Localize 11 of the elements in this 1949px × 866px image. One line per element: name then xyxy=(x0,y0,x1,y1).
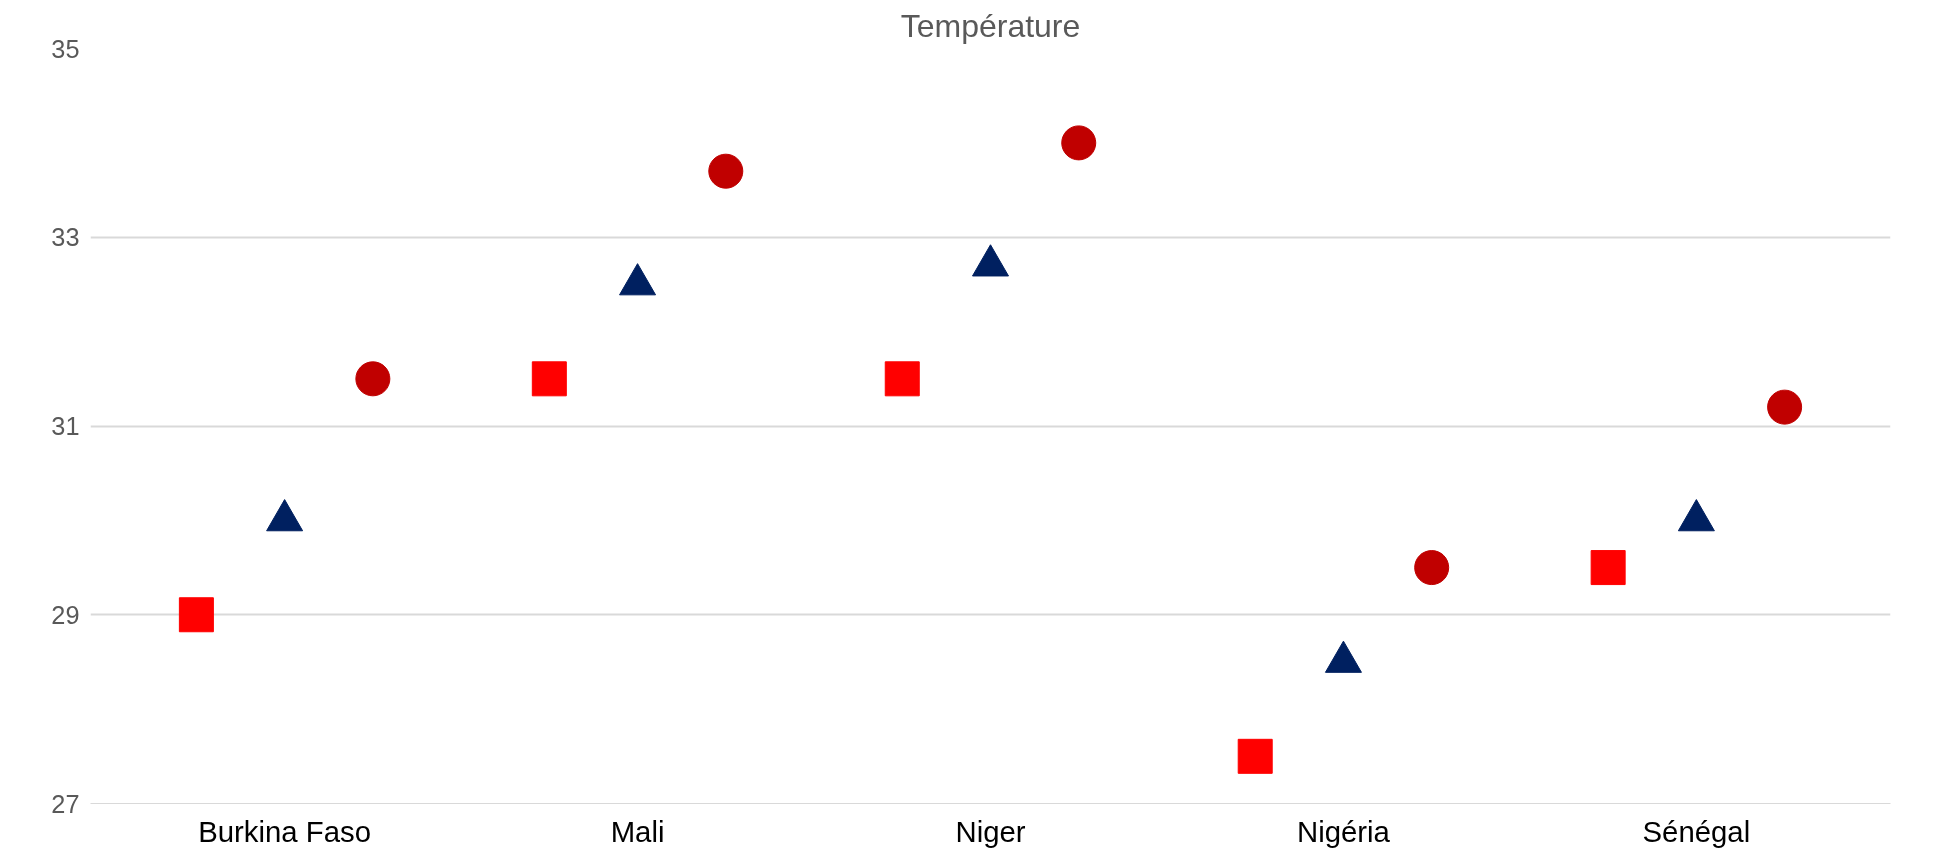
x-tick-label: Burkina Faso xyxy=(198,814,372,848)
x-tick-label: Niger xyxy=(955,814,1026,848)
y-tick-label: 29 xyxy=(51,600,80,629)
y-tick-label: 33 xyxy=(51,223,80,252)
chart-title: Température xyxy=(900,7,1081,44)
y-tick-label: 31 xyxy=(51,412,80,440)
x-tick-label: Mali xyxy=(610,814,665,848)
y-tick-label: 27 xyxy=(51,789,80,818)
x-tick-label: Sénégal xyxy=(1642,814,1751,848)
y-tick-label: 35 xyxy=(51,34,80,63)
x-tick-label: Nigéria xyxy=(1296,814,1391,848)
